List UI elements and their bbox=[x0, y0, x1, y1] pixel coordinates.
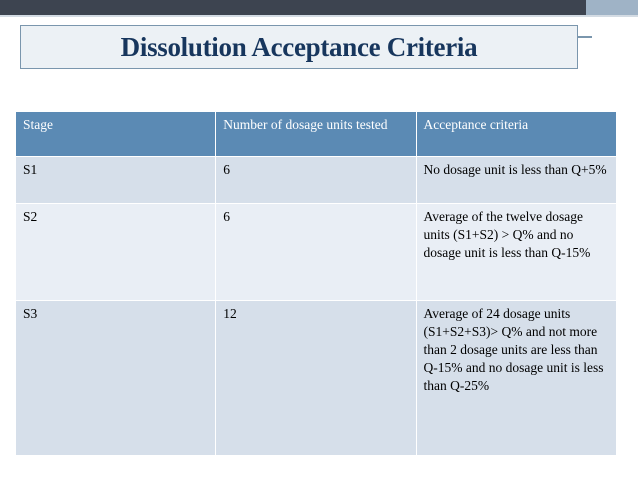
header-stage: Stage bbox=[16, 112, 217, 157]
header-units-tested: Number of dosage units tested bbox=[215, 112, 417, 157]
cell-criteria: Average of 24 dosage units (S1+S2+S3)> Q… bbox=[416, 300, 616, 456]
top-decor-bar bbox=[0, 0, 586, 15]
criteria-table: Stage Number of dosage units tested Acce… bbox=[16, 112, 616, 456]
table-row: S3 12 Average of 24 dosage units (S1+S2+… bbox=[16, 300, 616, 456]
cell-criteria: No dosage unit is less than Q+5% bbox=[416, 156, 616, 204]
cell-units: 12 bbox=[215, 300, 417, 456]
cell-stage: S2 bbox=[16, 203, 217, 301]
table-header-row: Stage Number of dosage units tested Acce… bbox=[16, 112, 616, 157]
table-row: S2 6 Average of the twelve dosage units … bbox=[16, 203, 616, 301]
title-accent-line bbox=[578, 36, 592, 38]
top-decor-underline bbox=[0, 15, 638, 17]
cell-stage: S3 bbox=[16, 300, 217, 456]
slide-title-box: Dissolution Acceptance Criteria bbox=[20, 25, 578, 69]
cell-criteria: Average of the twelve dosage units (S1+S… bbox=[416, 203, 616, 301]
top-decor-bar-accent bbox=[586, 0, 638, 15]
cell-stage: S1 bbox=[16, 156, 217, 204]
slide-title: Dissolution Acceptance Criteria bbox=[120, 31, 478, 62]
header-acceptance-criteria: Acceptance criteria bbox=[416, 112, 616, 157]
cell-units: 6 bbox=[215, 156, 417, 204]
cell-units: 6 bbox=[215, 203, 417, 301]
table-row: S1 6 No dosage unit is less than Q+5% bbox=[16, 156, 616, 204]
